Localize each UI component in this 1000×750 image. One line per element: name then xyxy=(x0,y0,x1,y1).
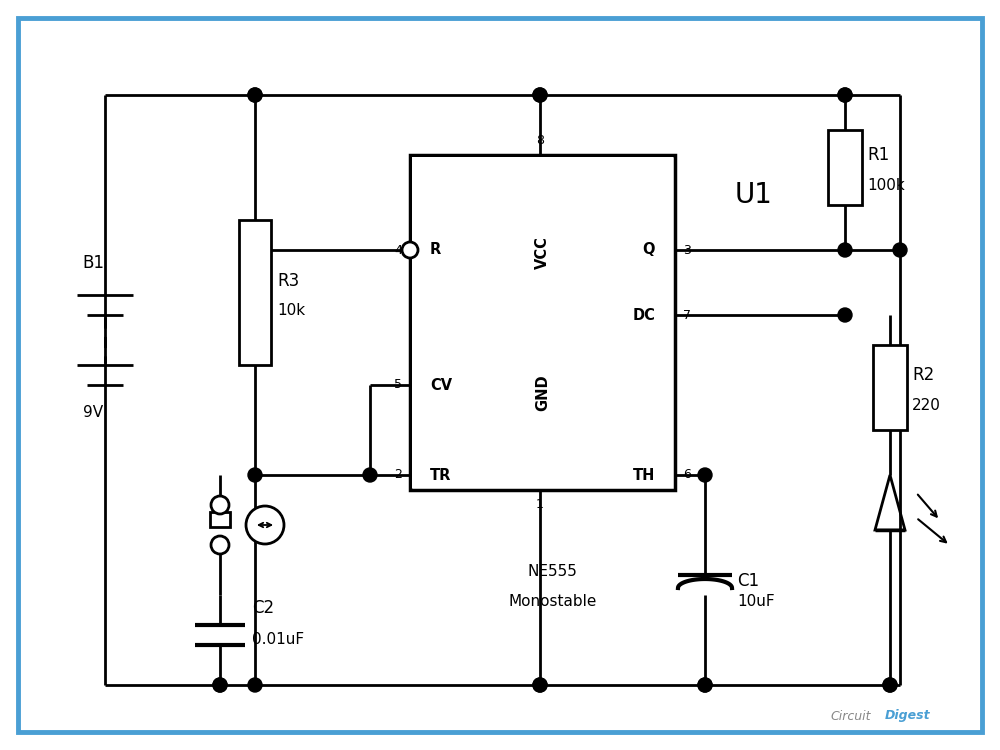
Text: C1: C1 xyxy=(737,572,759,590)
Circle shape xyxy=(838,88,852,102)
Circle shape xyxy=(213,678,227,692)
Text: R2: R2 xyxy=(912,367,934,385)
Circle shape xyxy=(248,88,262,102)
Text: GND: GND xyxy=(535,374,550,411)
Text: CV: CV xyxy=(430,377,452,392)
Text: C2: C2 xyxy=(252,599,274,617)
Text: 10k: 10k xyxy=(277,303,305,318)
Circle shape xyxy=(883,678,897,692)
Text: 220: 220 xyxy=(912,398,941,413)
Bar xyxy=(412,157,673,488)
Circle shape xyxy=(402,242,418,258)
Text: DC: DC xyxy=(632,308,655,322)
Bar xyxy=(828,130,862,205)
Text: 9V: 9V xyxy=(83,405,103,420)
Circle shape xyxy=(213,678,227,692)
Text: Monostable: Monostable xyxy=(508,595,597,610)
Text: R: R xyxy=(430,242,441,257)
Circle shape xyxy=(838,243,852,257)
Circle shape xyxy=(533,88,547,102)
Circle shape xyxy=(248,678,262,692)
Text: VCC: VCC xyxy=(535,236,550,269)
Circle shape xyxy=(211,536,229,554)
Circle shape xyxy=(363,468,377,482)
Text: Q: Q xyxy=(642,242,655,257)
Circle shape xyxy=(883,678,897,692)
Bar xyxy=(210,512,230,527)
Text: TH: TH xyxy=(635,467,657,482)
Text: GND: GND xyxy=(524,445,561,460)
Text: B1: B1 xyxy=(82,254,104,272)
Text: NE555: NE555 xyxy=(528,565,577,580)
Text: R: R xyxy=(428,242,439,257)
Circle shape xyxy=(533,678,547,692)
Bar xyxy=(873,345,907,430)
Text: R1: R1 xyxy=(867,146,889,164)
Text: 10uF: 10uF xyxy=(737,593,775,608)
Text: 5: 5 xyxy=(394,379,402,392)
Text: CV: CV xyxy=(428,377,450,392)
Text: Circuit: Circuit xyxy=(830,710,871,722)
Circle shape xyxy=(698,678,712,692)
FancyBboxPatch shape xyxy=(18,18,982,732)
Text: 0.01uF: 0.01uF xyxy=(252,632,304,647)
Text: TR: TR xyxy=(430,467,451,482)
Circle shape xyxy=(838,88,852,102)
Text: TR: TR xyxy=(428,467,449,482)
Text: U1: U1 xyxy=(735,181,773,209)
Circle shape xyxy=(838,308,852,322)
Text: DC: DC xyxy=(634,308,657,322)
Text: 3: 3 xyxy=(683,244,691,256)
Circle shape xyxy=(698,678,712,692)
Circle shape xyxy=(211,496,229,514)
Circle shape xyxy=(533,88,547,102)
Text: TH: TH xyxy=(633,467,655,482)
Bar xyxy=(239,220,271,365)
Text: VCC: VCC xyxy=(526,185,559,200)
Text: 2: 2 xyxy=(394,469,402,482)
Circle shape xyxy=(248,88,262,102)
Text: R3: R3 xyxy=(277,272,299,290)
Text: Q: Q xyxy=(644,242,657,257)
Text: 100k: 100k xyxy=(867,178,905,193)
Circle shape xyxy=(533,678,547,692)
Text: Digest: Digest xyxy=(885,710,931,722)
Text: 6: 6 xyxy=(683,469,691,482)
Text: 7: 7 xyxy=(683,308,691,322)
Text: 4: 4 xyxy=(394,244,402,256)
Text: 8: 8 xyxy=(536,134,544,147)
Circle shape xyxy=(246,506,284,544)
Text: VCC: VCC xyxy=(535,246,550,279)
Bar xyxy=(410,155,675,490)
Circle shape xyxy=(248,468,262,482)
Text: 1: 1 xyxy=(536,498,544,511)
Circle shape xyxy=(698,468,712,482)
Circle shape xyxy=(893,243,907,257)
